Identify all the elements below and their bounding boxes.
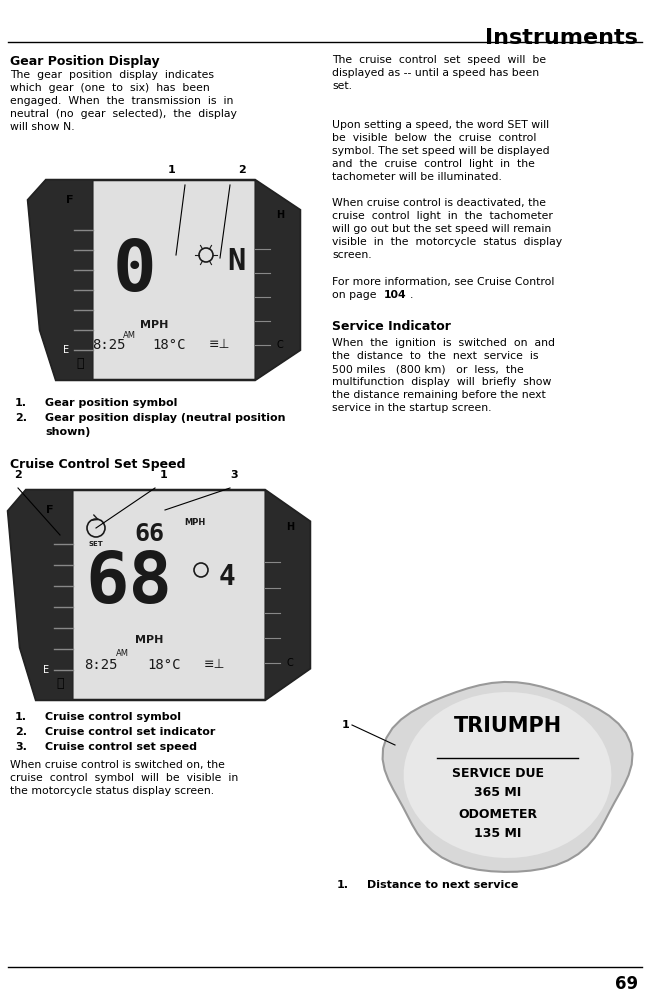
Polygon shape <box>8 490 310 700</box>
Text: visible  in  the  motorcycle  status  display: visible in the motorcycle status display <box>332 237 562 247</box>
Text: Cruise Control Set Speed: Cruise Control Set Speed <box>10 458 185 471</box>
Text: ODOMETER: ODOMETER <box>458 809 537 822</box>
Text: 4: 4 <box>218 563 235 591</box>
Text: ≡⊥: ≡⊥ <box>203 659 225 672</box>
Text: 8:25: 8:25 <box>84 658 118 672</box>
Text: 2.: 2. <box>15 727 27 737</box>
Text: E: E <box>43 665 49 675</box>
Text: Gear position symbol: Gear position symbol <box>45 398 177 408</box>
Text: When  the  ignition  is  switched  on  and: When the ignition is switched on and <box>332 338 555 348</box>
Text: 1.: 1. <box>15 398 27 408</box>
Text: tachometer will be illuminated.: tachometer will be illuminated. <box>332 172 502 182</box>
Text: 2: 2 <box>238 165 246 175</box>
Polygon shape <box>265 490 310 700</box>
Text: When cruise control is deactivated, the: When cruise control is deactivated, the <box>332 198 546 208</box>
Text: 18°C: 18°C <box>152 338 186 352</box>
Text: multifunction  display  will  briefly  show: multifunction display will briefly show <box>332 377 551 387</box>
Text: 500 miles   (800 km)   or  less,  the: 500 miles (800 km) or less, the <box>332 364 524 374</box>
Text: Distance to next service: Distance to next service <box>367 880 519 890</box>
Text: which  gear  (one  to  six)  has  been: which gear (one to six) has been <box>10 83 210 93</box>
Text: cruise  control  symbol  will  be  visible  in: cruise control symbol will be visible in <box>10 773 239 783</box>
Text: 365 MI: 365 MI <box>474 786 521 799</box>
Polygon shape <box>28 180 93 380</box>
Text: AM: AM <box>122 330 135 339</box>
Text: H: H <box>276 210 284 220</box>
Text: will go out but the set speed will remain: will go out but the set speed will remai… <box>332 224 551 234</box>
Text: the motorcycle status display screen.: the motorcycle status display screen. <box>10 786 214 796</box>
Text: Gear position display (neutral position: Gear position display (neutral position <box>45 413 285 423</box>
Text: screen.: screen. <box>332 250 372 260</box>
Text: 1.: 1. <box>337 880 349 890</box>
Text: the  distance  to  the  next  service  is: the distance to the next service is <box>332 351 538 361</box>
Text: The  cruise  control  set  speed  will  be: The cruise control set speed will be <box>332 55 546 65</box>
Text: will show N.: will show N. <box>10 122 75 132</box>
Text: E: E <box>63 345 69 355</box>
Text: displayed as -- until a speed has been: displayed as -- until a speed has been <box>332 68 539 78</box>
Text: neutral  (no  gear  selected),  the  display: neutral (no gear selected), the display <box>10 109 237 119</box>
Text: When cruise control is switched on, the: When cruise control is switched on, the <box>10 760 225 770</box>
Text: C: C <box>287 659 293 669</box>
Text: F: F <box>46 505 54 515</box>
Polygon shape <box>255 180 300 380</box>
Polygon shape <box>383 682 632 872</box>
Text: SET: SET <box>88 541 103 547</box>
Text: Cruise control set indicator: Cruise control set indicator <box>45 727 215 737</box>
Text: 1: 1 <box>342 720 350 730</box>
Text: ⛽: ⛽ <box>76 357 84 370</box>
Text: SERVICE DUE: SERVICE DUE <box>452 767 543 780</box>
Text: 68: 68 <box>86 549 172 618</box>
Text: Upon setting a speed, the word SET will: Upon setting a speed, the word SET will <box>332 120 549 130</box>
Text: MPH: MPH <box>135 635 163 645</box>
Text: 0: 0 <box>112 237 156 306</box>
Text: shown): shown) <box>45 427 90 437</box>
Text: 1: 1 <box>160 470 168 480</box>
Text: the distance remaining before the next: the distance remaining before the next <box>332 390 546 400</box>
Text: MPH: MPH <box>140 320 168 330</box>
Text: 69: 69 <box>615 975 638 993</box>
Text: 3: 3 <box>230 470 238 480</box>
Text: TRIUMPH: TRIUMPH <box>454 716 562 736</box>
Text: H: H <box>286 522 294 532</box>
Text: 18°C: 18°C <box>148 658 181 672</box>
Text: N: N <box>227 247 245 276</box>
Text: and  the  cruise  control  light  in  the: and the cruise control light in the <box>332 159 535 169</box>
Text: Cruise control symbol: Cruise control symbol <box>45 712 181 722</box>
Text: 2.: 2. <box>15 413 27 423</box>
Text: engaged.  When  the  transmission  is  in: engaged. When the transmission is in <box>10 96 233 106</box>
Text: Service Indicator: Service Indicator <box>332 320 451 333</box>
Text: ⛽: ⛽ <box>57 677 64 690</box>
Text: .: . <box>410 290 413 300</box>
Polygon shape <box>8 490 73 700</box>
Polygon shape <box>404 692 612 858</box>
Text: 3.: 3. <box>15 742 27 752</box>
Text: 1: 1 <box>167 165 175 175</box>
Text: AM: AM <box>116 650 129 659</box>
Text: For more information, see Cruise Control: For more information, see Cruise Control <box>332 277 554 287</box>
Text: 135 MI: 135 MI <box>474 828 521 841</box>
Text: 66: 66 <box>134 522 164 546</box>
Text: 1.: 1. <box>15 712 27 722</box>
Text: set.: set. <box>332 81 352 91</box>
Text: 104: 104 <box>384 290 407 300</box>
Text: ≡⊥: ≡⊥ <box>208 338 229 351</box>
Text: The  gear  position  display  indicates: The gear position display indicates <box>10 70 214 80</box>
Text: Cruise control set speed: Cruise control set speed <box>45 742 197 752</box>
Text: Instruments: Instruments <box>485 28 638 48</box>
Text: 2: 2 <box>14 470 21 480</box>
Text: be  visible  below  the  cruise  control: be visible below the cruise control <box>332 133 536 143</box>
Polygon shape <box>28 180 300 380</box>
Text: MPH: MPH <box>184 518 205 527</box>
Text: F: F <box>66 195 73 205</box>
Text: service in the startup screen.: service in the startup screen. <box>332 403 491 413</box>
Text: C: C <box>277 340 283 350</box>
Text: on page: on page <box>332 290 380 300</box>
Text: 8:25: 8:25 <box>92 338 125 352</box>
Text: symbol. The set speed will be displayed: symbol. The set speed will be displayed <box>332 146 550 156</box>
Text: Gear Position Display: Gear Position Display <box>10 55 160 68</box>
Text: cruise  control  light  in  the  tachometer: cruise control light in the tachometer <box>332 211 553 221</box>
